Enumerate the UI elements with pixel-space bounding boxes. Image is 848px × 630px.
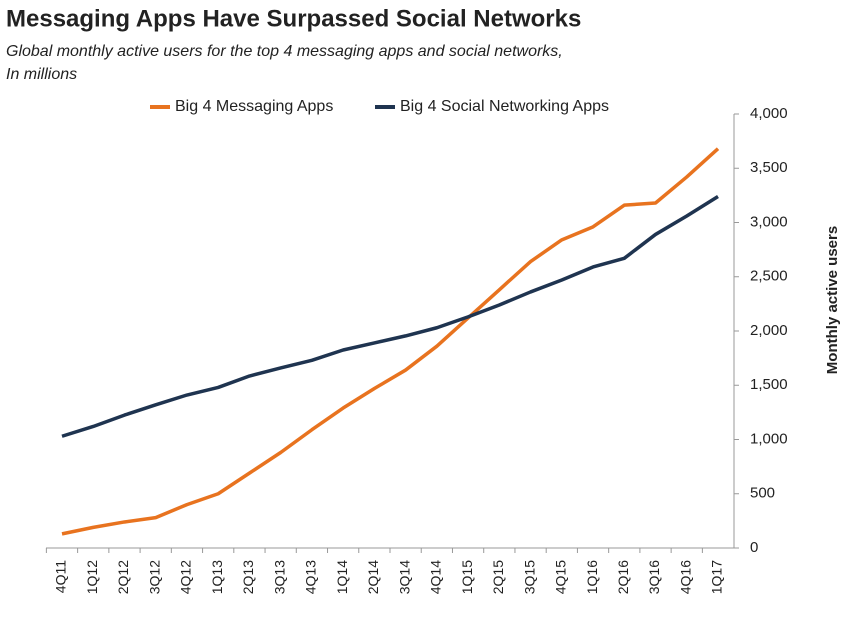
legend-label: Big 4 Messaging Apps [175,98,333,115]
x-tick-label: 2Q12 [115,560,131,594]
legend-label: Big 4 Social Networking Apps [400,98,609,115]
x-tick-label: 2Q13 [240,560,256,594]
x-tick-label: 4Q13 [303,560,319,594]
x-tick-label: 2Q16 [615,560,631,594]
x-tick-label: 4Q12 [178,560,194,594]
x-tick-label: 4Q15 [553,560,569,594]
x-tick-label: 1Q13 [209,560,225,594]
x-tick-label: 3Q15 [521,560,537,594]
series-line [61,147,720,536]
subtitle: Global monthly active users for the top … [6,43,563,60]
x-tick-label: 3Q12 [146,560,162,594]
y-tick-label: 3,000 [750,213,788,230]
y-tick-label: 1,000 [750,430,788,447]
x-tick-label: 1Q15 [459,560,475,594]
x-tick-label: 2Q14 [365,560,381,594]
series-line [61,194,719,438]
x-tick-label: 4Q16 [677,560,693,594]
x-tick-label: 1Q14 [334,560,350,594]
x-tick-label: 3Q13 [271,560,287,594]
y-tick-label: 1,500 [750,376,788,393]
chart-title: Messaging Apps Have Surpassed Social Net… [6,5,581,32]
y-tick-label: 0 [750,539,758,556]
x-tick-label: 3Q14 [396,560,412,594]
subtitle: In millions [6,66,77,83]
y-tick-label: 3,500 [750,159,788,176]
x-tick-label: 4Q11 [53,560,69,593]
x-tick-label: 1Q17 [709,560,725,594]
y-tick-label: 4,000 [750,105,788,122]
y-tick-label: 2,500 [750,268,788,285]
y-axis-label: Monthly active users [824,226,841,374]
y-tick-label: 2,000 [750,322,788,339]
x-tick-label: 1Q16 [584,560,600,594]
y-tick-label: 500 [750,485,775,502]
x-tick-label: 2Q15 [490,560,506,594]
x-tick-label: 3Q16 [646,560,662,594]
x-tick-label: 1Q12 [84,560,100,594]
x-tick-label: 4Q14 [428,560,444,594]
